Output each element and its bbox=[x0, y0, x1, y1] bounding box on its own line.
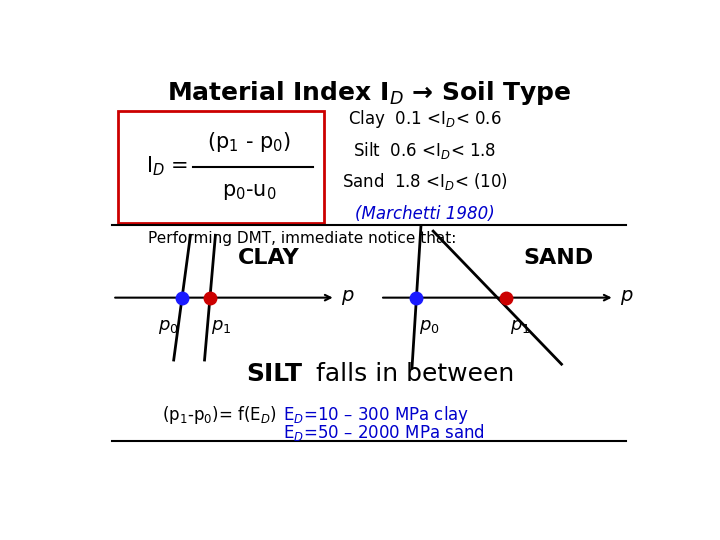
Text: $p_0$: $p_0$ bbox=[419, 319, 440, 336]
Text: p$_0$-u$_0$: p$_0$-u$_0$ bbox=[222, 181, 276, 201]
Text: E$_D$=10 – 300 MPa clay: E$_D$=10 – 300 MPa clay bbox=[282, 404, 469, 426]
Text: (p$_1$-p$_0$)= f(E$_D$): (p$_1$-p$_0$)= f(E$_D$) bbox=[162, 404, 277, 426]
Text: Performing DMT, immediate notice that:: Performing DMT, immediate notice that: bbox=[148, 231, 456, 246]
Text: Material Index I$_D$ → Soil Type: Material Index I$_D$ → Soil Type bbox=[167, 79, 571, 107]
Text: Clay  0.1 <I$_D$< 0.6: Clay 0.1 <I$_D$< 0.6 bbox=[348, 109, 502, 131]
Text: SAND: SAND bbox=[523, 248, 594, 268]
Text: (p$_1$ - p$_0$): (p$_1$ - p$_0$) bbox=[207, 130, 291, 154]
Text: I$_D$ =: I$_D$ = bbox=[145, 155, 188, 179]
Text: $p_0$: $p_0$ bbox=[158, 319, 179, 336]
Text: $p$: $p$ bbox=[341, 288, 355, 307]
Text: Silt  0.6 <I$_D$< 1.8: Silt 0.6 <I$_D$< 1.8 bbox=[354, 140, 496, 160]
Text: CLAY: CLAY bbox=[238, 248, 300, 268]
Text: $p_1$: $p_1$ bbox=[211, 319, 231, 336]
Text: (Marchetti 1980): (Marchetti 1980) bbox=[355, 205, 495, 224]
Text: falls in between: falls in between bbox=[307, 362, 514, 386]
Text: $p$: $p$ bbox=[620, 288, 634, 307]
Text: E$_D$=50 – 2000 MPa sand: E$_D$=50 – 2000 MPa sand bbox=[282, 422, 485, 443]
Text: $p_1$: $p_1$ bbox=[510, 319, 531, 336]
Text: Sand  1.8 <I$_D$< (10): Sand 1.8 <I$_D$< (10) bbox=[342, 171, 508, 192]
Text: SILT: SILT bbox=[246, 362, 302, 386]
FancyBboxPatch shape bbox=[118, 111, 324, 223]
